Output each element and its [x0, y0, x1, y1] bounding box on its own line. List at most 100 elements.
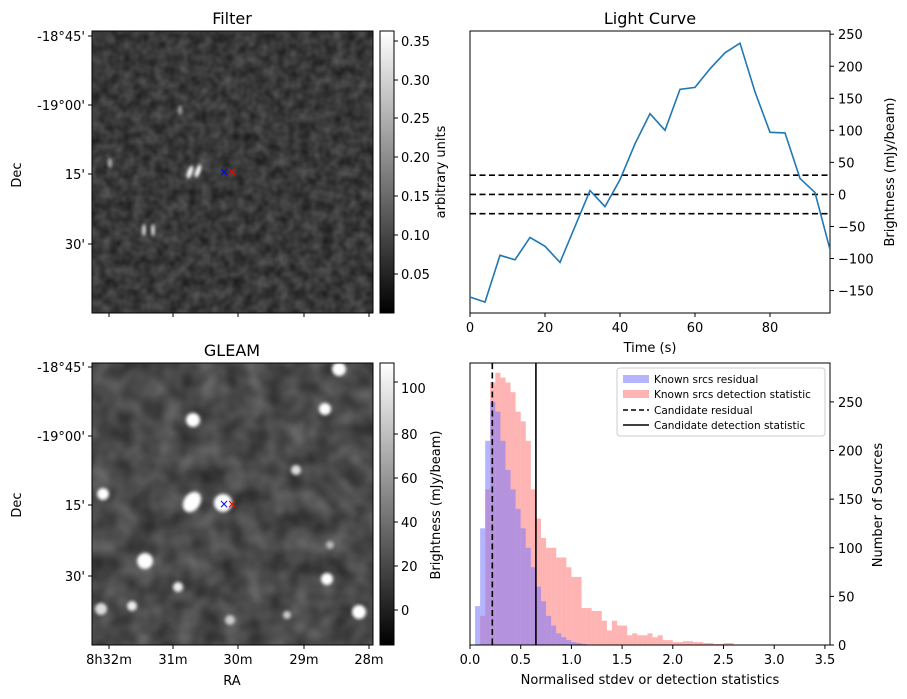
filter-colorbar [379, 30, 395, 314]
lightcurve-y-tick-label: −100 [838, 253, 874, 268]
histogram-bar-residual [505, 469, 511, 645]
histogram-x-tick-label: 3.5 [815, 653, 836, 668]
histogram-bar-detection [708, 643, 714, 645]
gleam-source [291, 465, 301, 475]
gleam-source [332, 363, 346, 376]
gleam-y-ticks: -18°45' -19°00' 15' 30' [37, 361, 92, 585]
gleam-marker-red: × [227, 497, 237, 511]
filter-colorbar-tick-label: 0.25 [401, 112, 430, 127]
filter-colorbar-label: arbitrary units [434, 125, 449, 218]
histogram-x-tick-label: 1.0 [561, 653, 582, 668]
histogram-bar-detection [688, 641, 694, 645]
histogram-bar-detection [698, 642, 704, 645]
gleam-frame [91, 362, 374, 646]
histogram-bar-detection [576, 576, 582, 645]
lightcurve-y-tick-label: −150 [838, 285, 874, 300]
filter-source-blob [194, 164, 202, 178]
histogram-bar-residual [490, 401, 496, 645]
histogram-bar-residual [500, 440, 506, 645]
histogram-bar-residual [530, 567, 536, 645]
histogram-bar-detection [647, 633, 653, 645]
histogram-bar-residual [551, 625, 557, 645]
histogram-bar-detection [682, 641, 689, 645]
gleam-x-tick-label: 31m [158, 653, 187, 668]
gleam-colorbar-label: Brightness (mJy/beam) [429, 431, 444, 580]
histogram-bar-residual [515, 508, 521, 645]
gleam-source [186, 413, 200, 427]
histogram-bar-residual [556, 633, 562, 645]
histogram-y-tick-label: 0 [838, 639, 846, 654]
histogram-bar-residual [525, 547, 531, 645]
histogram-bar-detection [561, 557, 567, 645]
filter-colorbar-ticks: 0.35 0.30 0.25 0.20 0.15 0.10 0.05 [394, 35, 430, 283]
legend-label: Candidate residual [654, 405, 753, 417]
gleam-source [182, 491, 202, 513]
histogram-bar-residual [535, 586, 541, 645]
histogram-bar-residual [546, 615, 552, 645]
gleam-colorbar-tick-label: 40 [401, 516, 418, 531]
legend-label: Candidate detection statistic [654, 420, 806, 432]
histogram-bar-detection [540, 538, 547, 645]
gleam-colorbar-ticks: 100 80 60 40 20 0 [394, 381, 426, 619]
histogram-bar-residual [571, 642, 577, 645]
filter-colorbar-tick-label: 0.10 [401, 229, 430, 244]
histogram-legend: Known srcs residual Known srcs detection… [616, 367, 826, 437]
gleam-source [173, 582, 183, 592]
gleam-source [326, 541, 334, 549]
histogram-bar-detection [566, 567, 572, 645]
filter-source-blob [151, 224, 155, 236]
legend-swatch-residual [623, 375, 649, 383]
filter-source-blob [108, 158, 112, 168]
gleam-y-axis-label: Dec [10, 492, 25, 517]
histogram-bar-detection [667, 640, 673, 645]
filter-y-axis-label: Dec [10, 162, 25, 187]
histogram-bar-residual [561, 637, 567, 645]
histogram-bar-detection [728, 643, 734, 645]
histogram-y-tick-label: 150 [838, 493, 863, 508]
histogram-bar-residual [485, 440, 491, 645]
histogram-bar-detection [601, 620, 607, 645]
histogram-x-tick-label: 0.5 [510, 653, 531, 668]
histogram-x-tick-label: 2.5 [713, 653, 734, 668]
histogram-bar-detection [723, 643, 729, 645]
histogram-bar-detection [596, 610, 602, 645]
gleam-x-ticks: 8h32m 31m 30m 29m 28m [86, 645, 384, 668]
gleam-source [214, 494, 232, 512]
histogram-panel: 0.0 0.5 1.0 1.5 2.0 2.5 3.0 3.5 250 200 150 100 50 0… [460, 362, 886, 688]
histogram-bar-residual [495, 411, 501, 645]
histogram-bar-detection [637, 635, 643, 645]
gleam-source [97, 488, 109, 500]
gleam-y-tick-label: 15' [65, 499, 85, 514]
gleam-marker-blue: × [219, 497, 229, 511]
gleam-x-tick-label: 30m [223, 653, 252, 668]
legend-swatch-detection [623, 390, 649, 398]
histogram-y-tick-label: 250 [838, 396, 863, 411]
histogram-bar-residual [566, 640, 572, 645]
lightcurve-frame [469, 30, 831, 314]
histogram-bar-detection [677, 642, 683, 645]
histogram-bar-residual [480, 528, 486, 645]
gleam-colorbar-tick-label: 80 [401, 428, 418, 443]
gleam-title: GLEAM [204, 341, 260, 360]
histogram-bar-detection [551, 547, 557, 645]
histogram-bar-detection [581, 608, 587, 645]
lightcurve-y-tick-label: 100 [838, 124, 863, 139]
lightcurve-y-tick-label: −50 [838, 220, 865, 235]
gleam-x-tick-label: 28m [354, 653, 383, 668]
histogram-bar-detection [606, 630, 612, 645]
histogram-x-tick-label: 0.0 [460, 653, 481, 668]
histogram-x-tick-label: 1.5 [612, 653, 633, 668]
filter-colorbar-tick-label: 0.20 [401, 151, 430, 166]
filter-marker-blue: × [219, 165, 229, 179]
gleam-source [319, 403, 331, 415]
gleam-source [352, 605, 366, 619]
gleam-colorbar-tick-label: 0 [401, 604, 409, 619]
histogram-bar-detection [652, 637, 658, 645]
histogram-y-tick-label: 200 [838, 445, 863, 460]
histogram-bar-detection [662, 640, 668, 645]
histogram-y-tick-label: 100 [838, 542, 863, 557]
lightcurve-series-line [470, 41, 830, 304]
histogram-bar-detection [617, 625, 623, 645]
lightcurve-x-tick-label: 0 [466, 321, 474, 336]
